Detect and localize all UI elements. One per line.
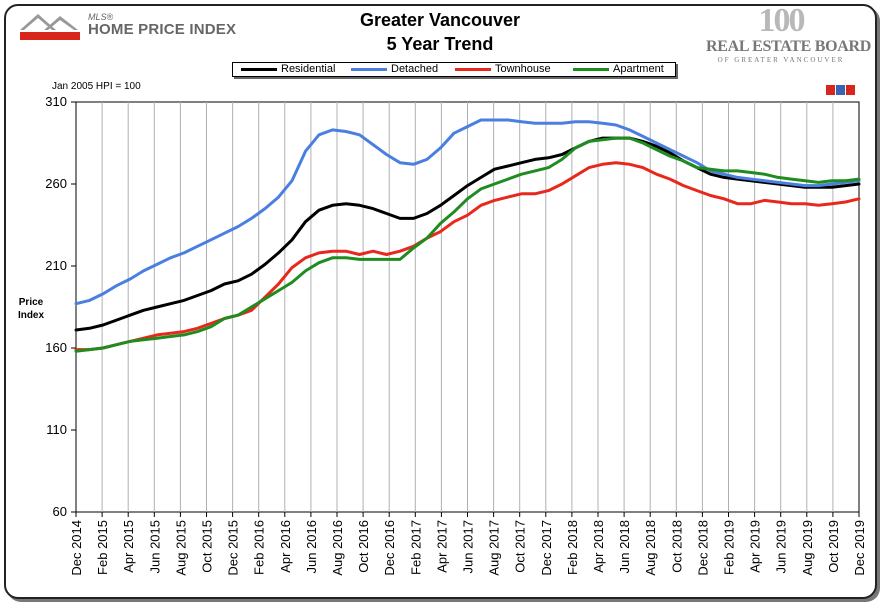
legend-label-apartment: Apartment [613,63,664,75]
x-tick-label: Feb 2019 [722,520,737,575]
x-tick-label: Aug 2016 [330,520,345,576]
x-tick-label: Feb 2016 [252,520,267,575]
base-note: Jan 2005 HPI = 100 [52,81,141,92]
chart-legend: Residential Detached Townhouse Apartment [232,62,676,77]
x-tick-label: Jun 2016 [304,520,319,574]
x-tick-label: Aug 2018 [643,520,658,576]
house-icon [20,14,80,40]
legend-label-townhouse: Townhouse [495,63,551,75]
y-axis-label: Price Index [14,296,48,322]
series-line-apartment [74,136,861,353]
x-tick-label: Dec 2018 [695,520,710,576]
x-tick-label: Jun 2018 [617,520,632,574]
series-line-residential [74,136,861,332]
legend-swatch-residential [241,68,277,71]
x-tick-label: Feb 2017 [408,520,423,575]
board-name: REAL ESTATE BOARD [706,38,872,55]
mls-hpi-logo: MLS® HOME PRICE INDEX [14,10,244,46]
x-tick-label: Oct 2019 [826,520,841,573]
mls-badge-icon [826,82,858,95]
x-tick-label: Apr 2019 [748,520,763,573]
x-tick-label: Oct 2017 [513,520,528,573]
legend-label-residential: Residential [281,63,336,75]
logo-hpi-text: HOME PRICE INDEX [88,21,237,38]
y-axis-label-line-2: Index [17,310,45,321]
y-tick-label: 160 [45,340,67,355]
series-line-townhouse [74,161,861,352]
y-tick-label: 260 [45,176,67,191]
x-tick-label: Apr 2017 [434,520,449,573]
x-tick-label: Dec 2017 [539,520,554,576]
logo-mls-text: MLS® [88,12,114,22]
x-tick-label: Feb 2015 [95,520,110,575]
y-tick-label: 110 [46,422,67,437]
x-tick-label: Feb 2018 [565,520,580,575]
x-tick-label: Apr 2016 [278,520,293,573]
x-tick-label: Aug 2019 [800,520,815,576]
x-tick-label: Dec 2015 [226,520,241,576]
x-tick-label: Aug 2015 [173,520,188,576]
series-line-detached [74,118,861,306]
x-tick-label: Oct 2016 [356,520,371,573]
chart-title: Greater Vancouver [359,10,521,30]
x-tick-label: Oct 2018 [669,520,684,573]
x-tick-label: Dec 2019 [852,520,867,576]
board-anniversary-number: 100 [758,2,806,39]
board-region: OF GREATER VANCOUVER [717,56,845,64]
x-tick-label: Aug 2017 [487,520,502,576]
chart-subtitle: 5 Year Trend [386,34,494,54]
x-tick-label: Dec 2014 [69,520,84,576]
y-axis-label-line-1: Price [18,297,44,308]
legend-swatch-apartment [573,68,609,71]
x-tick-label: Dec 2016 [382,520,397,576]
y-tick-label: 210 [45,258,67,273]
real-estate-board-logo: 100 REAL ESTATE BOARD OF GREATER VANCOUV… [706,2,872,70]
x-tick-label: Apr 2018 [591,520,606,573]
x-tick-label: Jun 2019 [774,520,789,574]
legend-swatch-townhouse [455,68,491,71]
x-tick-label: Jun 2015 [147,520,162,574]
x-tick-label: Jun 2017 [461,520,476,574]
y-tick-label: 60 [53,504,67,519]
x-tick-label: Oct 2015 [200,520,215,573]
x-tick-label: Apr 2015 [121,520,136,573]
legend-label-detached: Detached [391,63,439,75]
y-tick-label: 310 [45,94,67,109]
legend-swatch-detached [351,68,387,71]
